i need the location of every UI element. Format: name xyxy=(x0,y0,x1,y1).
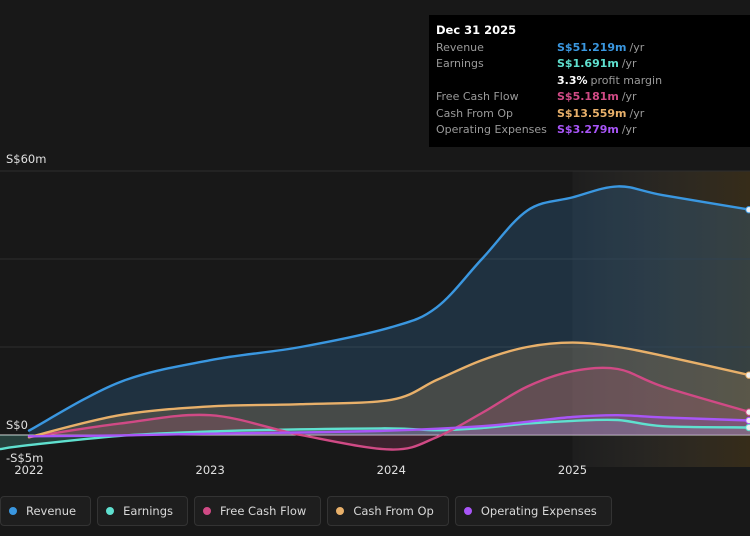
tooltip-unit: /yr xyxy=(629,106,645,120)
tooltip-row-revenue: Revenue S$51.219m/yr xyxy=(436,40,750,57)
tooltip-unit: /yr xyxy=(621,57,637,70)
tooltip-label: Free Cash Flow xyxy=(436,90,519,103)
tooltip-value: S$5.181m xyxy=(557,90,619,103)
tooltip-value: S$13.559m xyxy=(557,106,627,120)
tooltip-label: Cash From Op xyxy=(436,106,514,120)
legend-dot-icon xyxy=(336,507,345,515)
tooltip-row-cash-from-op: Cash From Op S$13.559m/yr xyxy=(436,106,750,123)
legend-item-free-cash-flow[interactable]: Free Cash Flow xyxy=(194,496,322,526)
tooltip-value: S$3.279m xyxy=(557,123,619,136)
tooltip-row-operating-expenses: Operating Expenses S$3.279m/yr xyxy=(436,122,750,139)
cash-from-op-area xyxy=(29,342,750,438)
legend: Revenue Earnings Free Cash Flow Cash From O… xyxy=(0,496,618,526)
x-tick-2025: 2025 xyxy=(558,463,587,477)
legend-label: Cash From Op xyxy=(353,504,434,518)
free-cash-flow-line xyxy=(27,366,750,451)
tooltip-unit: /yr xyxy=(621,90,637,103)
operating-expenses-end-point xyxy=(745,416,750,425)
y-label-bottom: -S$5m xyxy=(6,451,43,465)
free-cash-flow-end-point xyxy=(745,408,750,416)
cash-from-op-end-point xyxy=(745,371,750,379)
revenue-line xyxy=(27,185,750,432)
legend-item-revenue[interactable]: Revenue xyxy=(0,496,92,526)
legend-dot-icon xyxy=(203,507,211,515)
tooltip-date: Dec 31 2025 xyxy=(436,23,517,37)
operating-expenses-line xyxy=(27,413,750,438)
x-tick-2023: 2023 xyxy=(196,463,225,477)
tooltip-value: 3.3% xyxy=(557,73,588,87)
tooltip-label: Earnings xyxy=(436,57,484,70)
free-cash-flow-area xyxy=(29,367,750,450)
cash-from-op-line xyxy=(27,341,750,439)
legend-dot-icon xyxy=(463,507,472,515)
revenue-end-point xyxy=(745,206,750,214)
tooltip-label: Revenue xyxy=(436,40,484,54)
tooltip-label xyxy=(436,73,557,90)
legend-item-cash-from-op[interactable]: Cash From Op xyxy=(327,496,449,526)
y-label-top: S$60m xyxy=(6,152,46,166)
tooltip-label: Operating Expenses xyxy=(436,123,547,136)
legend-label: Earnings xyxy=(123,504,173,518)
tooltip-row-earnings: Earnings S$1.691m/yr xyxy=(436,56,750,73)
legend-label: Operating Expenses xyxy=(480,504,597,518)
x-tick-2022: 2022 xyxy=(14,463,43,477)
legend-label: Revenue xyxy=(26,504,77,518)
legend-dot-icon xyxy=(9,507,17,515)
tooltip-value: S$1.691m xyxy=(557,57,619,70)
tooltip-value: S$51.219m xyxy=(557,40,627,54)
x-tick-2024: 2024 xyxy=(377,463,406,477)
tooltip-row-free-cash-flow: Free Cash Flow S$5.181m/yr xyxy=(436,89,750,106)
earnings-end-point xyxy=(745,423,750,432)
tooltip-unit: /yr xyxy=(621,123,637,136)
tooltip-unit: /yr xyxy=(629,40,645,54)
tooltip-unit: profit margin xyxy=(590,73,663,87)
legend-label: Free Cash Flow xyxy=(220,504,307,518)
legend-item-operating-expenses[interactable]: Operating Expenses xyxy=(454,496,612,526)
tooltip-row-profit-margin: 3.3% profit margin xyxy=(436,73,750,90)
legend-item-earnings[interactable]: Earnings xyxy=(97,496,188,526)
tooltip: Dec 31 2025 Revenue S$51.219m/yr Earnings S… xyxy=(429,15,750,147)
legend-dot-icon xyxy=(106,507,115,515)
earnings-area xyxy=(0,419,750,450)
y-label-zero: S$0 xyxy=(6,418,28,432)
